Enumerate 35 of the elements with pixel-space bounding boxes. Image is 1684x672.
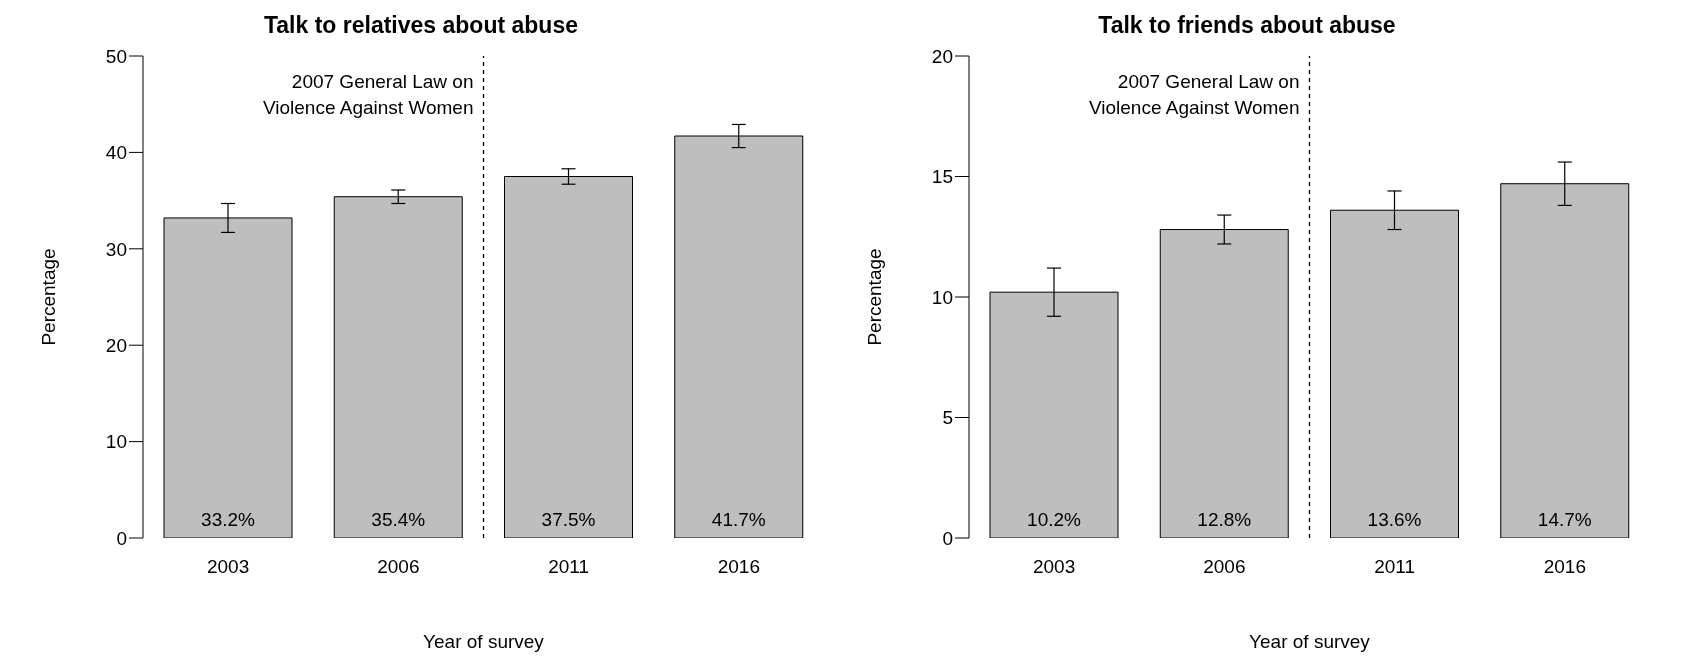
data-label: 13.6% bbox=[1367, 509, 1422, 530]
chart-title: Talk to relatives about abuse bbox=[263, 12, 579, 39]
x-tick-label: 2003 bbox=[1032, 556, 1076, 578]
data-label: 10.2% bbox=[1027, 509, 1082, 530]
x-tick-label: 2003 bbox=[206, 556, 250, 578]
x-tick-label: 2016 bbox=[717, 556, 761, 578]
x-tick-label: 2006 bbox=[377, 556, 420, 578]
y-tick-label: 10 bbox=[105, 431, 127, 453]
y-tick-label: 50 bbox=[105, 45, 127, 67]
annotation: 2007 General Law on Violence Against Women bbox=[262, 71, 474, 118]
x-axis-title: Year of survey bbox=[423, 631, 545, 652]
data-label: 37.5% bbox=[541, 509, 596, 530]
y-tick-label: 10 bbox=[931, 286, 953, 308]
y-axis-title: Percentage bbox=[863, 248, 885, 346]
data-label: 12.8% bbox=[1197, 509, 1252, 530]
x-tick-label: 2011 bbox=[1374, 556, 1416, 578]
y-tick-label: 0 bbox=[942, 527, 953, 549]
x-axis-title: Year of survey bbox=[1249, 631, 1371, 652]
y-tick-label: 0 bbox=[116, 527, 127, 549]
data-label: 14.7% bbox=[1537, 509, 1592, 530]
y-tick-label: 30 bbox=[105, 238, 127, 260]
x-tick-label: 2016 bbox=[1543, 556, 1587, 578]
data-label: 41.7% bbox=[711, 509, 766, 530]
data-label: 35.4% bbox=[371, 509, 426, 530]
y-tick-label: 5 bbox=[942, 407, 953, 429]
annotation: 2007 General Law on Violence Against Women bbox=[1088, 71, 1300, 118]
y-tick-label: 15 bbox=[931, 166, 953, 188]
y-tick-label: 40 bbox=[105, 142, 127, 164]
y-axis-title: Percentage bbox=[37, 248, 59, 346]
x-tick-label: 2011 bbox=[548, 556, 590, 578]
y-tick-label: 20 bbox=[931, 45, 953, 67]
chart-title: Talk to friends about abuse bbox=[1097, 12, 1397, 39]
data-label: 33.2% bbox=[201, 509, 256, 530]
x-tick-label: 2006 bbox=[1203, 556, 1246, 578]
y-tick-label: 20 bbox=[105, 334, 127, 356]
